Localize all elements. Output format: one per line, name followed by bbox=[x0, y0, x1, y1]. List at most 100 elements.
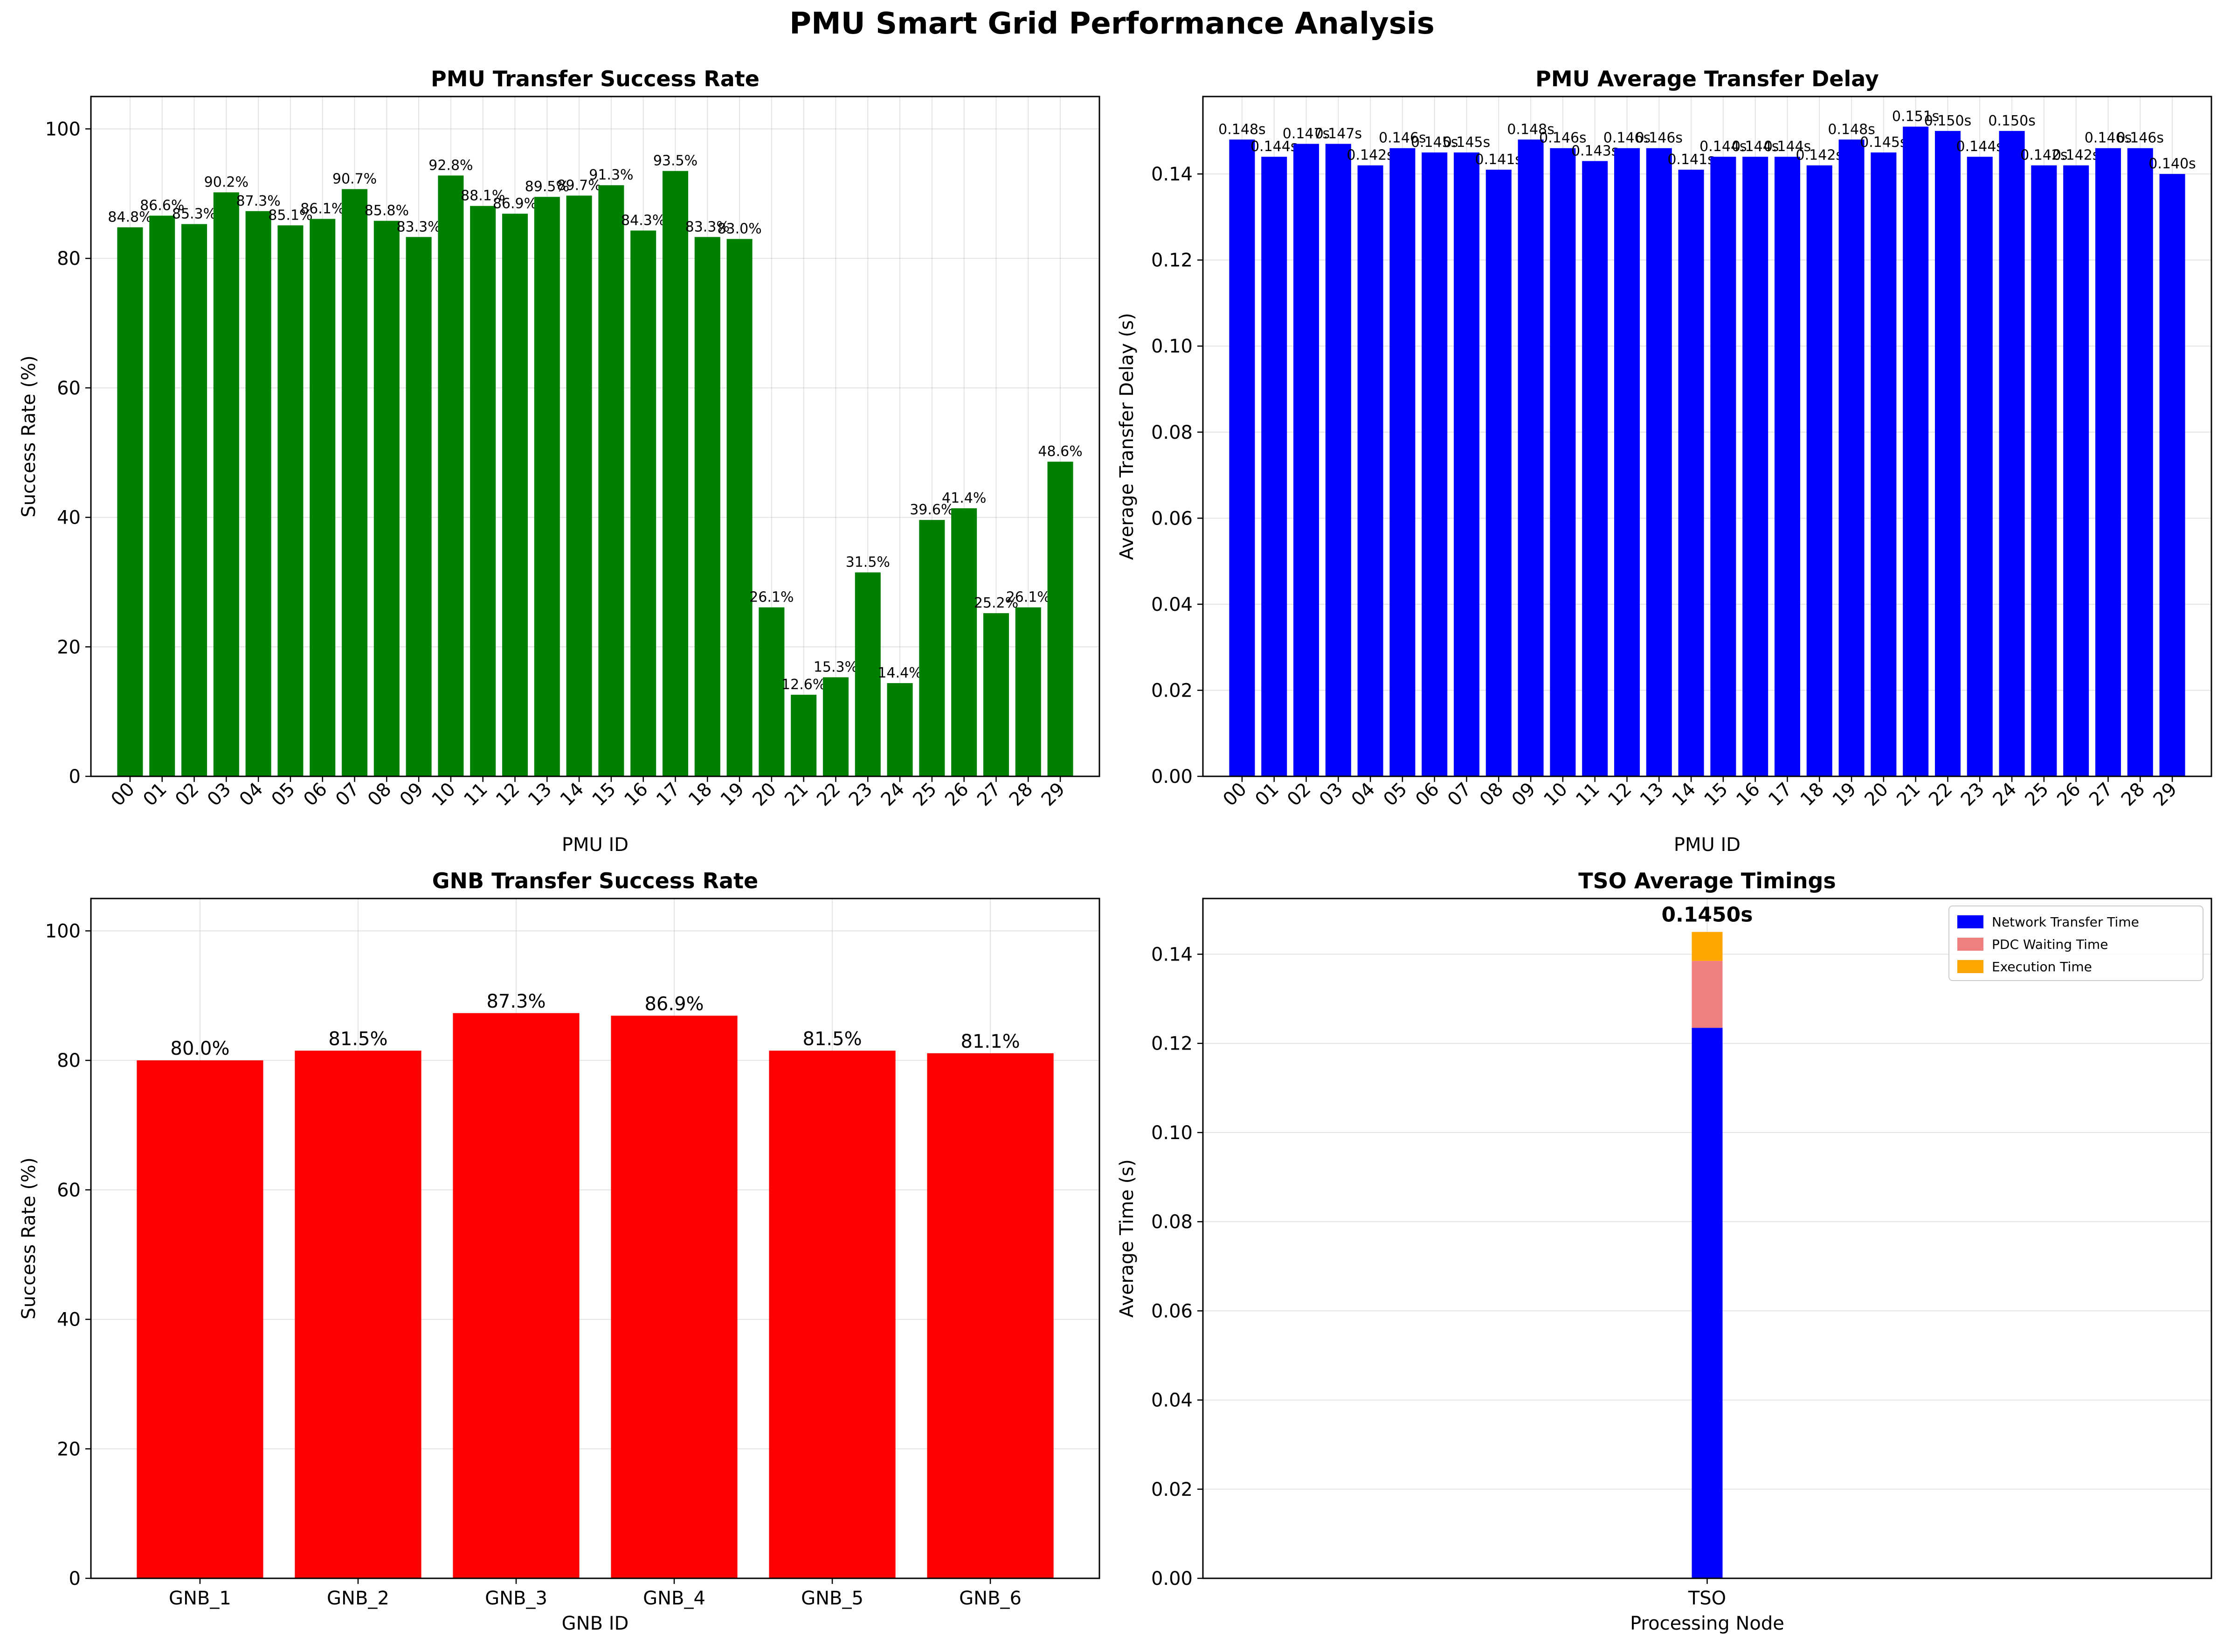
bar bbox=[855, 572, 881, 776]
bar bbox=[2127, 148, 2153, 777]
x-tick-label: 08 bbox=[364, 779, 396, 811]
bar-value-label: 0.142s bbox=[2052, 147, 2100, 164]
x-tick-label: 10 bbox=[1540, 779, 1572, 811]
bar-value-label: 85.1% bbox=[268, 207, 312, 223]
bar bbox=[1967, 157, 1993, 776]
y-tick-label: 0.10 bbox=[1151, 336, 1193, 357]
legend-label: Network Transfer Time bbox=[1992, 914, 2139, 930]
bar bbox=[213, 192, 239, 777]
y-tick-label: 0.00 bbox=[1151, 766, 1193, 788]
bar bbox=[1806, 165, 1832, 777]
x-axis-label: GNB ID bbox=[562, 1613, 629, 1634]
stacked-bar-segment bbox=[1692, 932, 1723, 961]
chart-tso-timings: 0.00 0.02 0.04 0.06 0.08 0.10 0.12 0.14 TSO Aver… bbox=[1116, 868, 2212, 1634]
x-tick-label: 13 bbox=[524, 779, 556, 811]
bar bbox=[662, 171, 689, 776]
bar-value-label: 0.140s bbox=[2148, 156, 2196, 172]
x-tick-label: 24 bbox=[877, 779, 909, 811]
bar bbox=[310, 219, 336, 777]
bar-value-label: 84.8% bbox=[108, 209, 152, 225]
x-tick-label: 08 bbox=[1476, 779, 1508, 811]
bar bbox=[566, 195, 592, 776]
y-tick-label: 0.12 bbox=[1151, 1033, 1193, 1055]
bar bbox=[598, 185, 624, 777]
x-tick-label: 16 bbox=[1732, 779, 1764, 811]
bar bbox=[791, 695, 817, 776]
bar-value-label: 0.141s bbox=[1475, 152, 1523, 168]
x-tick-label: 22 bbox=[1925, 779, 1957, 811]
x-tick-label: 07 bbox=[332, 779, 364, 811]
x-tick-label: 26 bbox=[2053, 779, 2085, 811]
bar-value-label: 26.1% bbox=[749, 589, 794, 606]
bar bbox=[1229, 139, 1255, 777]
bar-value-label: 86.9% bbox=[644, 993, 704, 1015]
bar bbox=[2095, 148, 2121, 777]
bar bbox=[1550, 148, 1576, 777]
x-tick-label: 23 bbox=[1957, 779, 1989, 811]
x-tick-label: 17 bbox=[1764, 779, 1796, 811]
bar-value-label: 87.3% bbox=[486, 991, 546, 1012]
x-tick-label: 14 bbox=[1668, 779, 1700, 811]
x-tick-label: 18 bbox=[1796, 779, 1829, 811]
chart-title: PMU Average Transfer Delay bbox=[1535, 66, 1879, 91]
bar-value-label: 90.7% bbox=[332, 171, 377, 187]
y-tick-label: 40 bbox=[57, 507, 81, 529]
x-tick-label: 28 bbox=[2117, 779, 2149, 811]
legend-label: Execution Time bbox=[1992, 959, 2092, 975]
y-tick-label: 0.12 bbox=[1151, 250, 1193, 271]
bar-value-label: 0.144s bbox=[1250, 138, 1298, 155]
x-tick-label: 21 bbox=[1892, 779, 1925, 811]
x-tick-label: 24 bbox=[1989, 779, 2021, 811]
bar-value-label: 15.3% bbox=[814, 659, 858, 676]
y-tick-label: 0.00 bbox=[1151, 1568, 1193, 1590]
bar bbox=[1261, 157, 1287, 776]
bar-value-label: 0.142s bbox=[1796, 147, 1844, 164]
bar bbox=[1774, 157, 1801, 776]
y-tick-label: 0.06 bbox=[1151, 1300, 1193, 1322]
bar bbox=[1015, 607, 1041, 776]
plot-frame bbox=[90, 96, 1100, 777]
x-tick-label: 21 bbox=[780, 779, 813, 811]
bar bbox=[406, 237, 432, 776]
y-tick-label: 80 bbox=[57, 1050, 81, 1071]
bar bbox=[1389, 148, 1416, 777]
bar-value-label: 86.6% bbox=[140, 197, 184, 214]
bar-value-label: 0.147s bbox=[1283, 126, 1330, 142]
y-tick-label: 0.06 bbox=[1151, 508, 1193, 529]
x-tick-label: 29 bbox=[2149, 779, 2182, 811]
y-tick-label: 100 bbox=[45, 118, 81, 140]
legend-swatch bbox=[1957, 938, 1983, 951]
bar bbox=[373, 221, 400, 776]
chart-title: GNB Transfer Success Rate bbox=[432, 868, 758, 893]
bar bbox=[277, 225, 304, 777]
bar-value-label: 0.144s bbox=[1732, 138, 1779, 155]
bar-value-label: 86.9% bbox=[493, 195, 537, 212]
x-tick-label: 26 bbox=[941, 779, 973, 811]
x-tick-label: 07 bbox=[1444, 779, 1476, 811]
bar-value-label: 0.144s bbox=[1764, 138, 1811, 155]
bar-value-label: 81.5% bbox=[328, 1028, 387, 1050]
x-tick-label: 19 bbox=[1829, 779, 1861, 811]
x-tick-label: 20 bbox=[1860, 779, 1892, 811]
x-tick-label: 25 bbox=[2021, 779, 2053, 811]
bar bbox=[470, 206, 496, 776]
bar bbox=[149, 215, 175, 777]
bar bbox=[887, 683, 913, 776]
bar-value-label: 41.4% bbox=[942, 490, 986, 506]
bar-value-label: 84.3% bbox=[621, 212, 665, 228]
bar bbox=[534, 197, 560, 777]
bar-value-label: 0.148s bbox=[1218, 121, 1266, 138]
bar bbox=[438, 175, 464, 776]
x-tick-label: 23 bbox=[845, 779, 877, 811]
bar-value-label: 0.146s bbox=[1379, 130, 1426, 146]
bar-value-label: 85.8% bbox=[365, 203, 409, 219]
x-tick-label: 12 bbox=[1604, 779, 1636, 811]
bar-value-label: 12.6% bbox=[781, 677, 826, 693]
x-axis-label: PMU ID bbox=[1674, 834, 1741, 856]
legend-label: PDC Waiting Time bbox=[1992, 937, 2108, 952]
y-tick-label: 100 bbox=[45, 920, 81, 942]
bar-value-label: 0.146s bbox=[1636, 130, 1683, 146]
x-tick-label: 09 bbox=[1508, 779, 1540, 811]
x-tick-label: 01 bbox=[139, 779, 171, 811]
bar bbox=[769, 1051, 896, 1578]
